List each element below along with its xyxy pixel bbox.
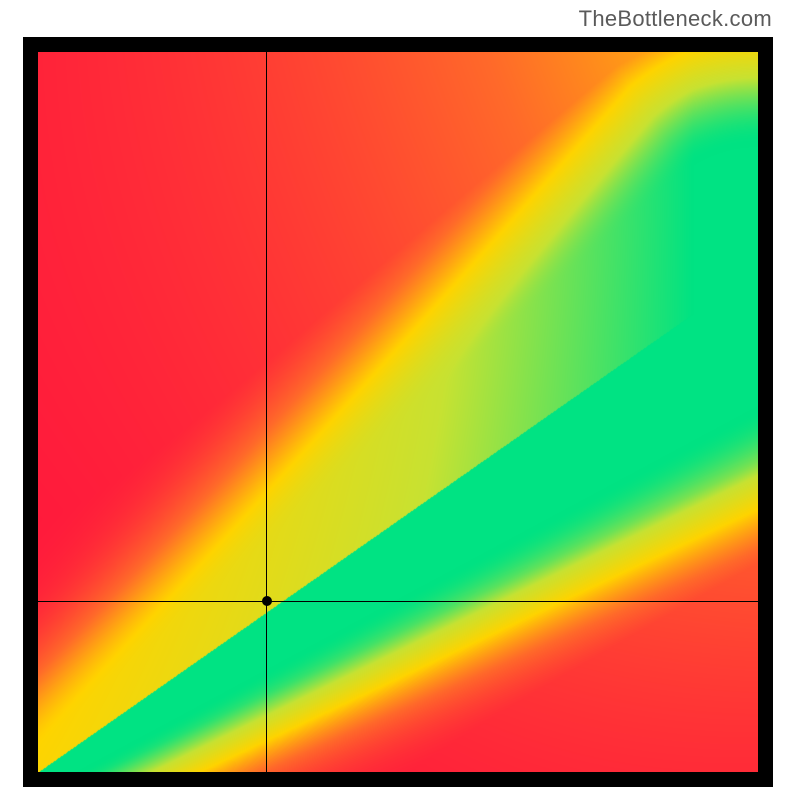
bottleneck-heatmap xyxy=(38,52,758,772)
frame-top xyxy=(23,37,773,52)
plot-area xyxy=(38,52,758,772)
frame-left xyxy=(23,37,38,787)
root-container: TheBottleneck.com xyxy=(0,0,800,800)
frame-bottom xyxy=(23,772,773,787)
crosshair-vertical xyxy=(266,52,267,772)
watermark-text: TheBottleneck.com xyxy=(579,6,772,32)
frame-right xyxy=(758,37,773,787)
crosshair-horizontal xyxy=(38,601,758,602)
